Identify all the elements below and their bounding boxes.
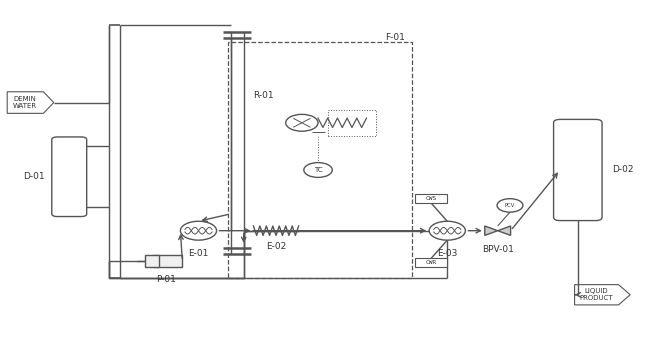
Circle shape [429,221,465,240]
Text: R-01: R-01 [253,91,274,100]
Circle shape [304,163,332,177]
Bar [153,255,182,268]
Text: PCV: PCV [505,203,515,208]
Text: TC: TC [313,167,323,173]
Text: BPV-01: BPV-01 [482,245,513,254]
Text: E-02: E-02 [266,242,286,251]
Text: P-01: P-01 [156,275,176,284]
Text: E-01: E-01 [188,249,209,258]
Circle shape [497,199,523,212]
Circle shape [180,221,217,240]
Text: LIQUID
PRODUCT: LIQUID PRODUCT [579,288,613,301]
Text: E-03: E-03 [437,249,458,258]
Bar [228,42,411,278]
Bar [415,258,447,267]
Text: DEMIN
WATER: DEMIN WATER [13,96,38,109]
Polygon shape [498,226,511,235]
FancyBboxPatch shape [52,137,87,217]
Text: F-01: F-01 [386,33,405,42]
Bar [145,255,159,267]
Bar [415,194,447,203]
Text: D-01: D-01 [23,172,45,181]
FancyBboxPatch shape [554,119,602,221]
Polygon shape [485,226,498,235]
Text: CWS: CWS [426,196,437,201]
Bar [328,110,376,136]
Circle shape [286,114,318,131]
Text: D-02: D-02 [612,166,633,174]
Text: CWR: CWR [426,260,437,265]
